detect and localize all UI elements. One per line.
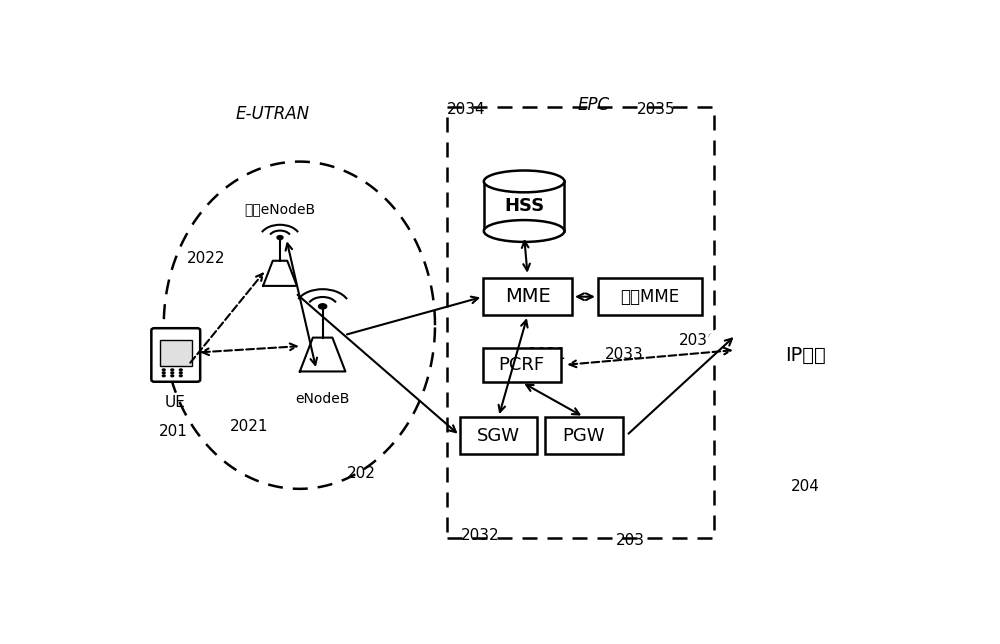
Bar <box>545 417 623 454</box>
Polygon shape <box>300 337 345 372</box>
Circle shape <box>162 372 165 374</box>
Circle shape <box>839 307 904 348</box>
Circle shape <box>707 324 772 366</box>
Circle shape <box>277 236 283 240</box>
Text: 2035: 2035 <box>637 102 675 117</box>
Text: PGW: PGW <box>563 426 605 444</box>
Bar <box>598 278 702 316</box>
Circle shape <box>804 361 869 403</box>
Text: E-UTRAN: E-UTRAN <box>235 106 309 124</box>
Text: 2032: 2032 <box>461 529 499 544</box>
Ellipse shape <box>484 171 564 193</box>
Circle shape <box>738 292 819 343</box>
Ellipse shape <box>484 220 564 242</box>
Text: PCRF: PCRF <box>499 356 545 374</box>
Text: 201: 201 <box>159 424 187 439</box>
Bar <box>483 348 561 383</box>
Text: 203: 203 <box>616 533 645 549</box>
Circle shape <box>171 375 174 377</box>
Circle shape <box>794 288 864 333</box>
Polygon shape <box>263 261 297 286</box>
Circle shape <box>171 369 174 371</box>
Bar <box>460 417 537 454</box>
Circle shape <box>171 372 174 374</box>
Ellipse shape <box>724 288 887 422</box>
Text: MME: MME <box>505 287 550 306</box>
Text: 2036: 2036 <box>679 332 718 348</box>
Text: 2031: 2031 <box>528 348 567 363</box>
Circle shape <box>179 372 182 374</box>
Text: IP业务: IP业务 <box>785 345 826 365</box>
Text: HSS: HSS <box>504 197 544 215</box>
Text: 其它MME: 其它MME <box>620 288 680 306</box>
Circle shape <box>842 356 901 393</box>
Bar <box>483 278 572 316</box>
Text: 2021: 2021 <box>230 419 268 434</box>
Text: EPC: EPC <box>578 95 610 113</box>
Circle shape <box>162 369 165 371</box>
Text: 2033: 2033 <box>605 348 643 363</box>
Circle shape <box>753 361 827 408</box>
FancyBboxPatch shape <box>151 328 200 382</box>
Circle shape <box>319 304 327 309</box>
Text: 2034: 2034 <box>447 102 485 117</box>
Circle shape <box>179 369 182 371</box>
Text: eNodeB: eNodeB <box>295 392 350 406</box>
Bar <box>484 182 564 231</box>
Text: 204: 204 <box>791 479 820 494</box>
Text: 202: 202 <box>347 466 376 482</box>
Bar <box>160 340 192 366</box>
Text: 2022: 2022 <box>187 251 226 266</box>
Circle shape <box>179 375 182 377</box>
Circle shape <box>162 375 165 377</box>
Text: SGW: SGW <box>477 426 520 444</box>
Text: UE: UE <box>165 395 186 410</box>
Text: 其它eNodeB: 其它eNodeB <box>244 202 316 216</box>
